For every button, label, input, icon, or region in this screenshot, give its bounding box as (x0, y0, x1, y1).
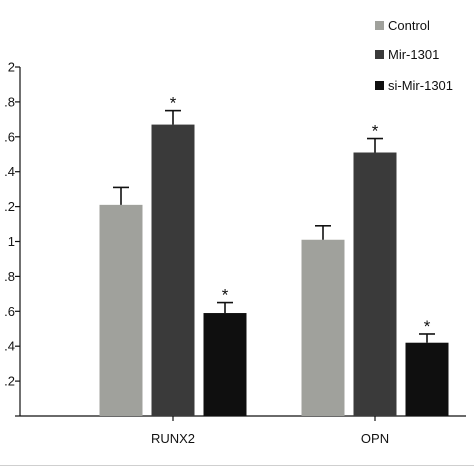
x-axis-labels: RUNX2 OPN (151, 431, 389, 446)
y-tick-label: .8 (4, 94, 15, 109)
legend-label: si-Mir-1301 (388, 78, 453, 93)
x-tick-label: RUNX2 (151, 431, 195, 446)
bar (151, 124, 195, 417)
bar (99, 204, 143, 416)
chart-legend: Control Mir-1301 si-Mir-1301 (375, 18, 453, 93)
y-tick-label: 2 (8, 60, 15, 75)
x-tick-label: OPN (361, 431, 389, 446)
bar (301, 239, 345, 416)
y-tick-label: .4 (4, 339, 15, 354)
legend-label: Control (388, 18, 430, 33)
significance-marker: * (424, 317, 431, 336)
y-tick-label: .4 (4, 164, 15, 179)
y-tick-label: .2 (4, 374, 15, 389)
y-tick-label: .2 (4, 199, 15, 214)
y-tick-label: .6 (4, 129, 15, 144)
bar (353, 152, 397, 416)
legend-swatch (375, 81, 384, 90)
y-tick-label: .8 (4, 269, 15, 284)
chart-bars: * * * * (99, 94, 449, 417)
chart-axes: .2 .4 .6 .8 1 .2 .4 .6 .8 2 (4, 60, 466, 421)
legend-label: Mir-1301 (388, 47, 439, 62)
bar (405, 342, 449, 416)
legend-swatch (375, 50, 384, 59)
significance-marker: * (372, 122, 379, 141)
legend-swatch (375, 21, 384, 30)
y-tick-label: .6 (4, 304, 15, 319)
bottom-border (0, 465, 474, 466)
y-tick-label: 1 (8, 234, 15, 249)
significance-marker: * (170, 94, 177, 113)
bar (203, 313, 247, 416)
significance-marker: * (222, 286, 229, 305)
